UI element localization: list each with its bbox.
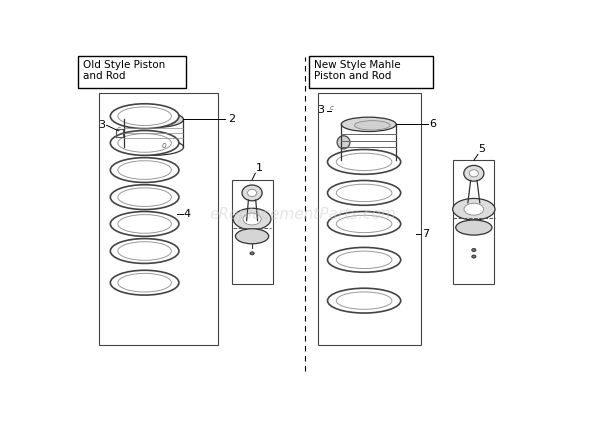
Ellipse shape	[464, 165, 484, 181]
Ellipse shape	[327, 150, 401, 174]
Ellipse shape	[118, 134, 171, 152]
Text: Old Style Piston
and Rod: Old Style Piston and Rod	[83, 60, 165, 81]
Ellipse shape	[337, 136, 350, 149]
Text: 2: 2	[228, 114, 235, 124]
Ellipse shape	[118, 242, 171, 260]
Ellipse shape	[118, 188, 171, 206]
Bar	[99, 93, 218, 345]
Ellipse shape	[110, 185, 179, 209]
Ellipse shape	[242, 185, 262, 201]
Bar	[309, 56, 432, 89]
Ellipse shape	[110, 158, 179, 182]
Ellipse shape	[118, 215, 171, 233]
Text: c: c	[330, 105, 334, 111]
Ellipse shape	[140, 116, 176, 126]
Ellipse shape	[469, 170, 478, 177]
Ellipse shape	[110, 104, 179, 128]
Ellipse shape	[124, 111, 183, 128]
Ellipse shape	[118, 107, 171, 126]
Ellipse shape	[110, 270, 179, 295]
Ellipse shape	[336, 251, 392, 268]
Bar	[453, 160, 494, 285]
Ellipse shape	[455, 220, 492, 235]
Ellipse shape	[341, 117, 396, 131]
Ellipse shape	[250, 252, 254, 255]
Text: 5: 5	[478, 144, 486, 154]
Ellipse shape	[355, 121, 390, 130]
Ellipse shape	[118, 161, 171, 179]
Ellipse shape	[336, 153, 392, 170]
Text: o: o	[162, 141, 166, 150]
Ellipse shape	[110, 212, 179, 236]
Ellipse shape	[327, 248, 401, 272]
Ellipse shape	[110, 239, 179, 263]
Ellipse shape	[472, 248, 476, 251]
Ellipse shape	[233, 208, 271, 230]
Ellipse shape	[327, 288, 401, 313]
Text: 1: 1	[255, 163, 263, 173]
Ellipse shape	[464, 203, 484, 215]
Ellipse shape	[327, 181, 401, 205]
Text: c: c	[117, 126, 120, 131]
Ellipse shape	[110, 131, 179, 155]
Ellipse shape	[472, 255, 476, 258]
Text: 4: 4	[183, 209, 191, 219]
Ellipse shape	[341, 153, 396, 167]
Text: 3: 3	[98, 120, 105, 130]
Text: 6: 6	[430, 119, 437, 129]
Text: eReplacementParts.com: eReplacementParts.com	[209, 206, 396, 222]
Ellipse shape	[243, 213, 261, 225]
Ellipse shape	[336, 215, 392, 233]
Ellipse shape	[235, 229, 268, 244]
Ellipse shape	[124, 139, 183, 155]
Bar	[319, 93, 421, 345]
Ellipse shape	[118, 273, 171, 292]
Ellipse shape	[453, 198, 495, 220]
Bar	[78, 56, 186, 89]
Text: 7: 7	[422, 229, 430, 239]
Text: New Style Mahle
Piston and Rod: New Style Mahle Piston and Rod	[314, 60, 401, 81]
Text: 3: 3	[317, 105, 324, 115]
Ellipse shape	[327, 212, 401, 236]
Bar	[231, 180, 273, 285]
Ellipse shape	[248, 189, 257, 196]
Ellipse shape	[336, 292, 392, 310]
Ellipse shape	[336, 184, 392, 201]
